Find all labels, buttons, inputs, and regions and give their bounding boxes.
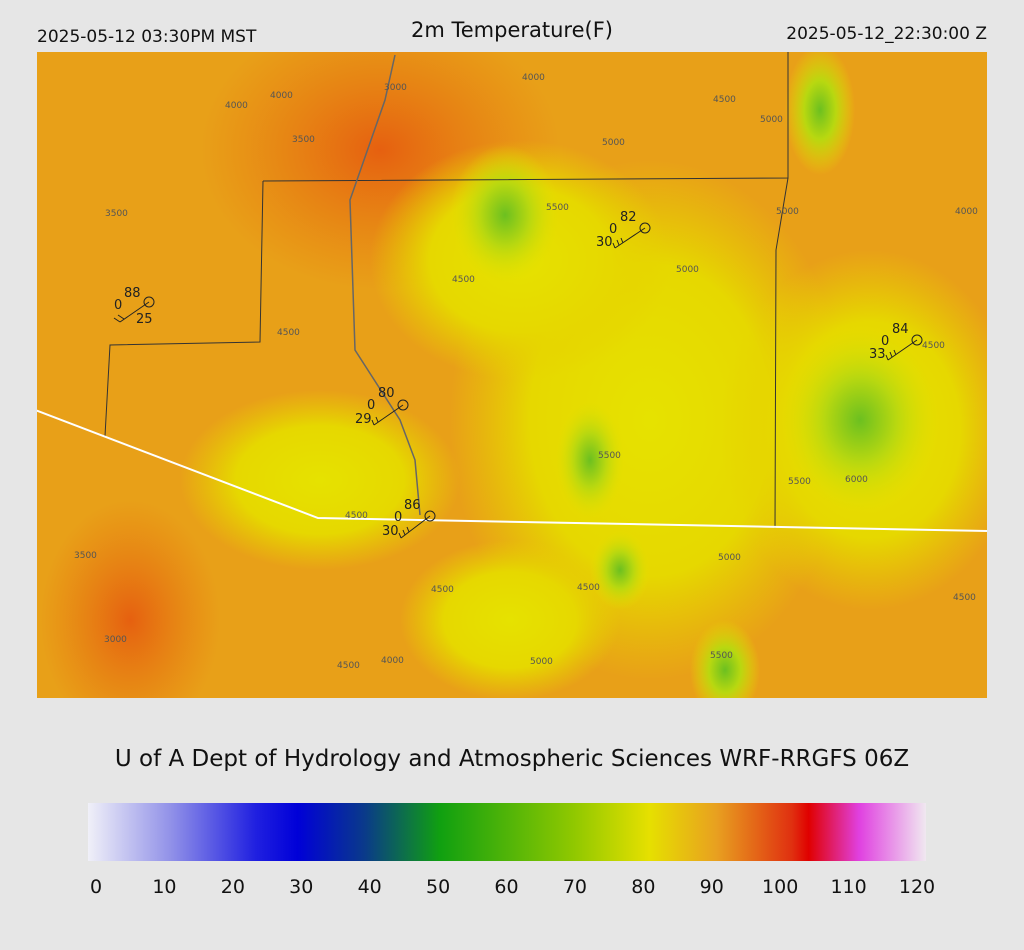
contour-label: 4500 — [345, 511, 368, 521]
colorbar-tick-label: 70 — [563, 876, 587, 898]
station: 80 0 29 — [355, 386, 409, 427]
contour-label: 4500 — [577, 583, 600, 593]
wind-barb — [371, 404, 404, 426]
contour-label: 5000 — [718, 553, 741, 563]
colorbar-tick-label: 0 — [90, 876, 102, 898]
cloud-cover: 0 — [367, 398, 375, 413]
colorbar-tick-label: 80 — [631, 876, 655, 898]
contour-label: 3500 — [292, 135, 315, 145]
colorbar-tick-label: 90 — [700, 876, 724, 898]
contour-label: 5000 — [602, 138, 625, 148]
dewpoint: 25 — [136, 312, 153, 327]
dewpoint: 29 — [355, 412, 372, 427]
contour-label: 5500 — [710, 651, 733, 661]
contour-label: 5000 — [760, 115, 783, 125]
contour-label: 5000 — [676, 265, 699, 275]
contour-label: 4000 — [522, 73, 545, 83]
contour-label: 4500 — [922, 341, 945, 351]
colorbar-tick-label: 10 — [152, 876, 176, 898]
contour-label: 5500 — [598, 451, 621, 461]
station: 82 0 30 — [596, 210, 651, 250]
contour-label: 3000 — [384, 83, 407, 93]
cloud-cover: 0 — [114, 298, 122, 313]
colorbar-tick-label: 120 — [899, 876, 935, 898]
valid-time-utc: 2025-05-12_22:30:00 Z — [786, 24, 987, 44]
cloud-cover: 0 — [394, 510, 402, 525]
station: 84 0 33 — [869, 322, 923, 362]
contour-labels: 4000 4000 3500 3500 3000 4000 4500 5000 … — [74, 73, 978, 671]
cloud-cover: 0 — [609, 222, 617, 237]
contour-label: 4000 — [381, 656, 404, 666]
contour-label: 4500 — [431, 585, 454, 595]
contour-label: 4500 — [953, 593, 976, 603]
temperature: 86 — [404, 498, 421, 513]
station: 86 0 30 — [382, 498, 436, 539]
contour-label: 4500 — [713, 95, 736, 105]
contour-label: 4000 — [225, 101, 248, 111]
valid-time-local: 2025-05-12 03:30PM MST — [37, 27, 257, 47]
contour-label: 4500 — [337, 661, 360, 671]
colorbar-tick-label: 40 — [358, 876, 382, 898]
map-title: 2m Temperature(F) — [411, 18, 613, 42]
temperature: 80 — [378, 386, 395, 401]
contour-label: 4500 — [277, 328, 300, 338]
wind-barb — [113, 301, 150, 323]
temperature: 84 — [892, 322, 909, 337]
station-circle — [911, 334, 923, 346]
wind-barb — [398, 515, 431, 539]
contour-label: 5000 — [530, 657, 553, 667]
contour-label: 3000 — [104, 635, 127, 645]
contour-label: 3500 — [105, 209, 128, 219]
colorbar-tick-label: 30 — [289, 876, 313, 898]
contour-label: 4500 — [452, 275, 475, 285]
colorbar-tick-label: 110 — [830, 876, 866, 898]
temperature: 82 — [620, 210, 637, 225]
station-circle — [397, 399, 409, 411]
colorbar-ticks: 0 10 20 30 40 50 60 70 80 90 100 110 120 — [90, 876, 935, 898]
colorbar-tick-label: 60 — [494, 876, 518, 898]
temperature: 88 — [124, 286, 141, 301]
contour-label: 4000 — [955, 207, 978, 217]
station: 88 0 25 — [113, 286, 155, 327]
contour-label: 4000 — [270, 91, 293, 101]
contour-label: 5000 — [776, 207, 799, 217]
cloud-cover: 0 — [881, 334, 889, 349]
contour-label: 5500 — [546, 203, 569, 213]
station-plots: 88 0 25 82 0 30 84 0 33 80 0 29 — [113, 210, 923, 539]
station-circle — [143, 296, 155, 308]
wind-barb — [885, 339, 918, 361]
colorbar — [88, 803, 926, 861]
wind-barb — [612, 227, 646, 249]
station-circle — [639, 222, 651, 234]
credit: U of A Dept of Hydrology and Atmospheric… — [115, 746, 909, 772]
colorbar-tick-label: 20 — [221, 876, 245, 898]
station-circle — [424, 510, 436, 522]
contour-label: 5500 — [788, 477, 811, 487]
colorbar-tick-label: 50 — [426, 876, 450, 898]
contour-label: 6000 — [845, 475, 868, 485]
map-area — [37, 52, 987, 698]
dewpoint: 30 — [382, 524, 399, 539]
dewpoint: 30 — [596, 235, 613, 250]
contour-label: 3500 — [74, 551, 97, 561]
colorbar-tick-label: 100 — [762, 876, 798, 898]
dewpoint: 33 — [869, 347, 886, 362]
